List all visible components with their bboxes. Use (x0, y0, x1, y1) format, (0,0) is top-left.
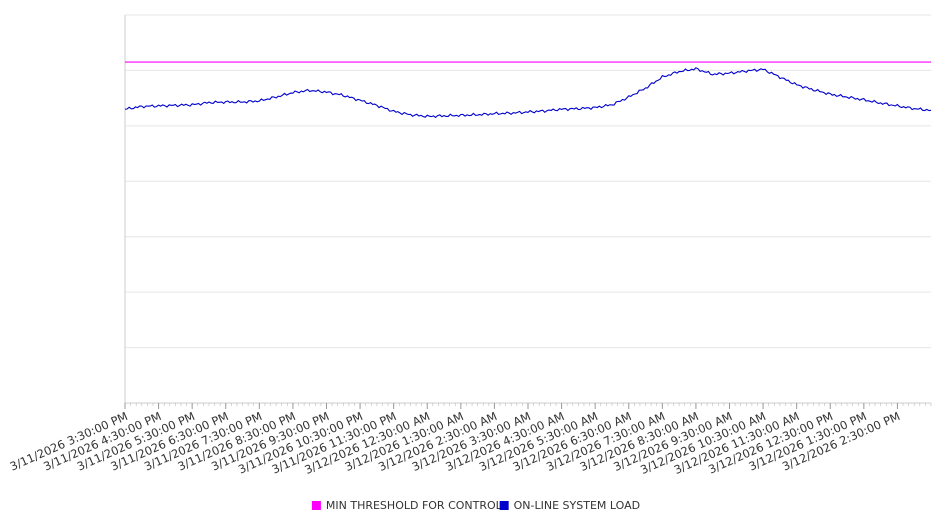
legend-system-load-label: ON-LINE SYSTEM LOAD (514, 499, 640, 512)
legend-threshold-swatch (311, 501, 321, 510)
legend-threshold-label: MIN THRESHOLD FOR CONTROL (326, 499, 503, 512)
system-load-line (124, 67, 932, 119)
legend-system-load-swatch (499, 501, 509, 510)
